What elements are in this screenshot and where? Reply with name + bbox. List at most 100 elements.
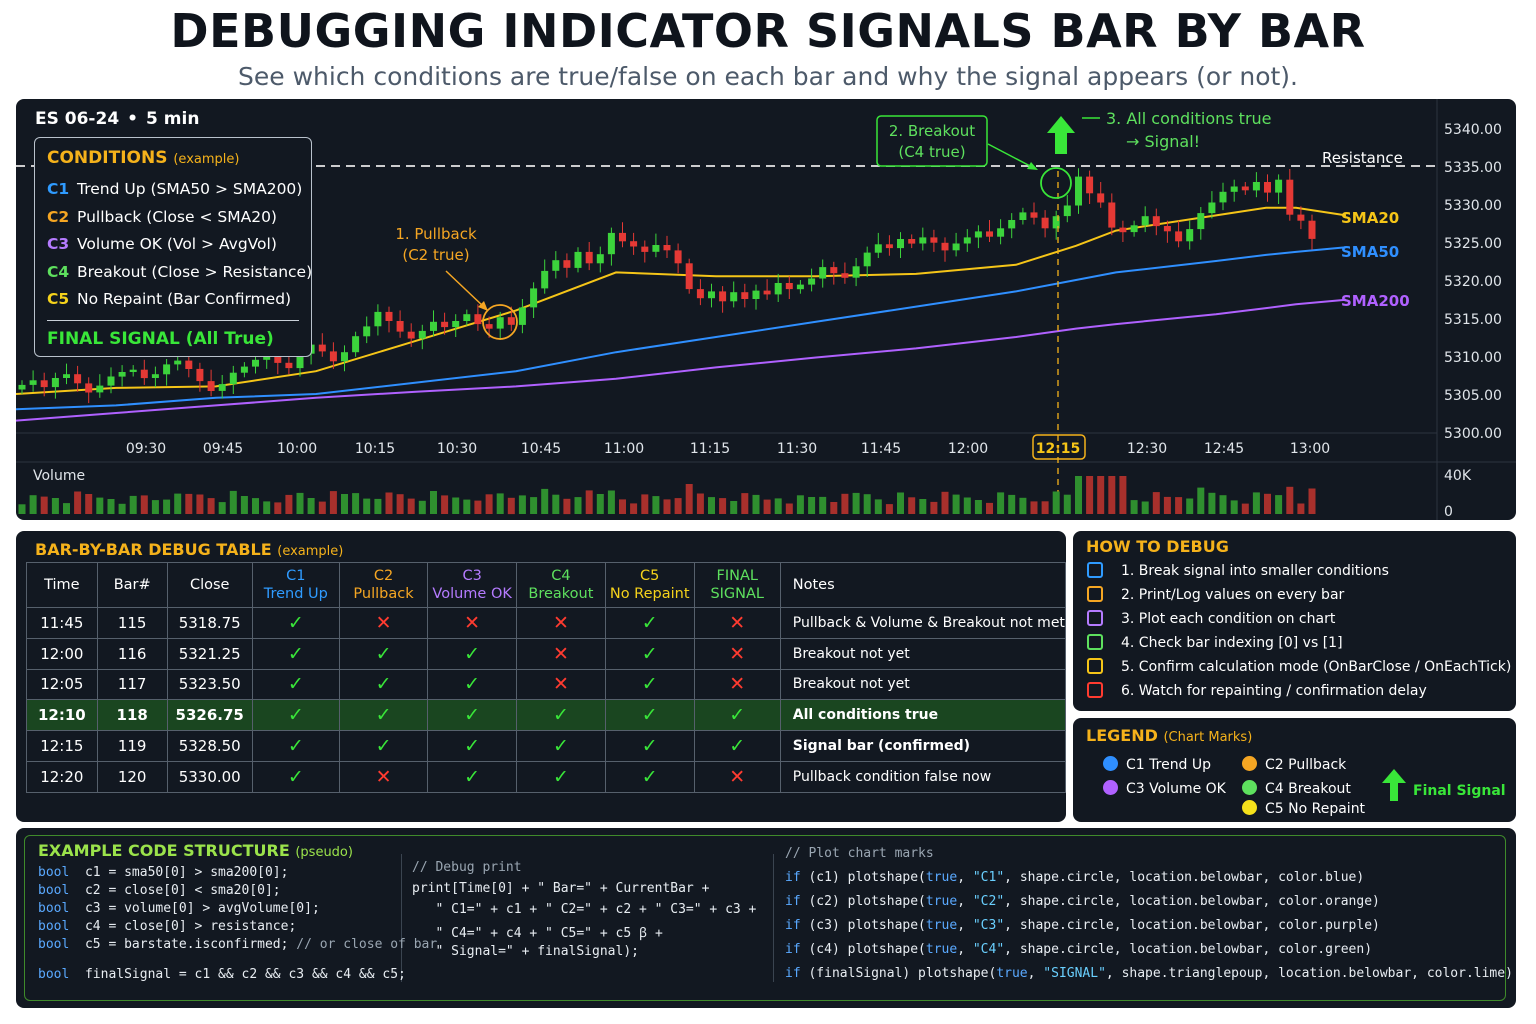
candle-body[interactable] <box>129 369 137 372</box>
candle-body[interactable] <box>1019 212 1027 220</box>
candle-body[interactable] <box>852 266 860 278</box>
candle-body[interactable] <box>997 228 1005 237</box>
candle-body[interactable] <box>1063 205 1071 217</box>
candle-body[interactable] <box>541 270 549 289</box>
candle-body[interactable] <box>418 330 426 339</box>
candle-body[interactable] <box>1097 193 1105 203</box>
candle-body[interactable] <box>407 331 415 339</box>
candle-body[interactable] <box>29 380 37 385</box>
candle-body[interactable] <box>1041 217 1049 229</box>
candle-body[interactable] <box>1219 191 1227 203</box>
candle-body[interactable] <box>708 291 715 299</box>
candle-body[interactable] <box>285 362 293 369</box>
candle-body[interactable] <box>974 231 982 238</box>
candle-body[interactable] <box>163 364 171 375</box>
candle-body[interactable] <box>363 326 371 337</box>
candle-body[interactable] <box>1130 225 1138 233</box>
candle-body[interactable] <box>18 384 26 390</box>
candle-body[interactable] <box>174 360 182 365</box>
candle-body[interactable] <box>140 369 148 379</box>
candle-body[interactable] <box>318 344 326 352</box>
candle-body[interactable] <box>1119 227 1127 233</box>
candle-body[interactable] <box>930 237 938 243</box>
candle-body[interactable] <box>151 374 159 378</box>
candle-body[interactable] <box>63 374 70 378</box>
candle-body[interactable] <box>741 292 749 299</box>
candle-body[interactable] <box>252 359 259 367</box>
candle-body[interactable] <box>630 241 638 247</box>
candle-body[interactable] <box>763 290 771 295</box>
candle-body[interactable] <box>596 254 604 264</box>
candle-body[interactable] <box>51 378 59 388</box>
candle-body[interactable] <box>796 284 804 290</box>
candle-body[interactable] <box>730 292 738 302</box>
candle-body[interactable] <box>986 231 993 237</box>
candle-body[interactable] <box>385 311 393 321</box>
candle-body[interactable] <box>1152 216 1160 227</box>
candle-body[interactable] <box>830 267 838 274</box>
candle-body[interactable] <box>207 381 215 391</box>
candle-body[interactable] <box>341 352 348 362</box>
candle-body[interactable] <box>1052 216 1060 229</box>
candle-body[interactable] <box>1086 176 1094 194</box>
candle-body[interactable] <box>674 250 682 264</box>
candle-body[interactable] <box>430 321 437 331</box>
candle-body[interactable] <box>941 242 949 251</box>
candle-body[interactable] <box>1286 179 1294 215</box>
candle-body[interactable] <box>819 267 827 279</box>
candle-body[interactable] <box>785 283 793 290</box>
candle-body[interactable] <box>40 380 48 388</box>
candle-body[interactable] <box>719 291 727 302</box>
candle-body[interactable] <box>885 244 893 249</box>
price-chart-panel[interactable]: 5340.00 5335.00 5330.00 5325.00 5320.00 5315.… <box>16 99 1516 520</box>
candle-body[interactable] <box>1141 216 1149 226</box>
candle-body[interactable] <box>229 372 237 385</box>
candle-body[interactable] <box>96 385 104 393</box>
candle-body[interactable] <box>1230 186 1238 192</box>
candle-body[interactable] <box>774 283 782 295</box>
candle-body[interactable] <box>1264 182 1271 193</box>
candle-body[interactable] <box>452 321 460 328</box>
candle-body[interactable] <box>563 260 571 268</box>
candle-body[interactable] <box>74 374 82 384</box>
candle-body[interactable] <box>696 289 704 299</box>
candle-body[interactable] <box>274 354 282 363</box>
candle-body[interactable] <box>552 260 560 271</box>
candle-body[interactable] <box>574 251 582 268</box>
candle-body[interactable] <box>897 239 904 249</box>
candle-body[interactable] <box>919 237 927 244</box>
candle-body[interactable] <box>518 307 526 325</box>
candle-body[interactable] <box>652 245 660 252</box>
candle-body[interactable] <box>463 314 471 321</box>
candle-body[interactable] <box>474 314 482 325</box>
candle-body[interactable] <box>329 351 337 362</box>
candle-body[interactable] <box>685 263 693 290</box>
candle-body[interactable] <box>1208 202 1216 214</box>
candle-body[interactable] <box>619 232 626 242</box>
candle-body[interactable] <box>863 252 871 267</box>
candle-body[interactable] <box>263 354 271 360</box>
candle-body[interactable] <box>808 278 816 285</box>
candle-body[interactable] <box>1252 182 1260 191</box>
candle-body[interactable] <box>1186 229 1194 242</box>
candle-body[interactable] <box>530 288 538 308</box>
candle-body[interactable] <box>485 324 493 329</box>
candle-body[interactable] <box>496 317 504 329</box>
candle-body[interactable] <box>1197 213 1205 230</box>
candle-body[interactable] <box>908 239 916 244</box>
candle-body[interactable] <box>507 317 515 325</box>
candle-body[interactable] <box>1163 226 1171 232</box>
candle-body[interactable] <box>296 353 304 369</box>
candle-body[interactable] <box>107 376 115 386</box>
candle-body[interactable] <box>85 383 93 393</box>
candle-body[interactable] <box>1275 179 1283 193</box>
candle-body[interactable] <box>641 246 649 252</box>
candle-body[interactable] <box>185 360 193 369</box>
candle-body[interactable] <box>118 372 126 377</box>
candle-body[interactable] <box>1008 220 1016 229</box>
candle-body[interactable] <box>841 273 849 278</box>
candle-body[interactable] <box>663 245 671 251</box>
candle-body[interactable] <box>374 311 382 327</box>
candle-body[interactable] <box>240 366 248 373</box>
candle-body[interactable] <box>441 321 449 328</box>
